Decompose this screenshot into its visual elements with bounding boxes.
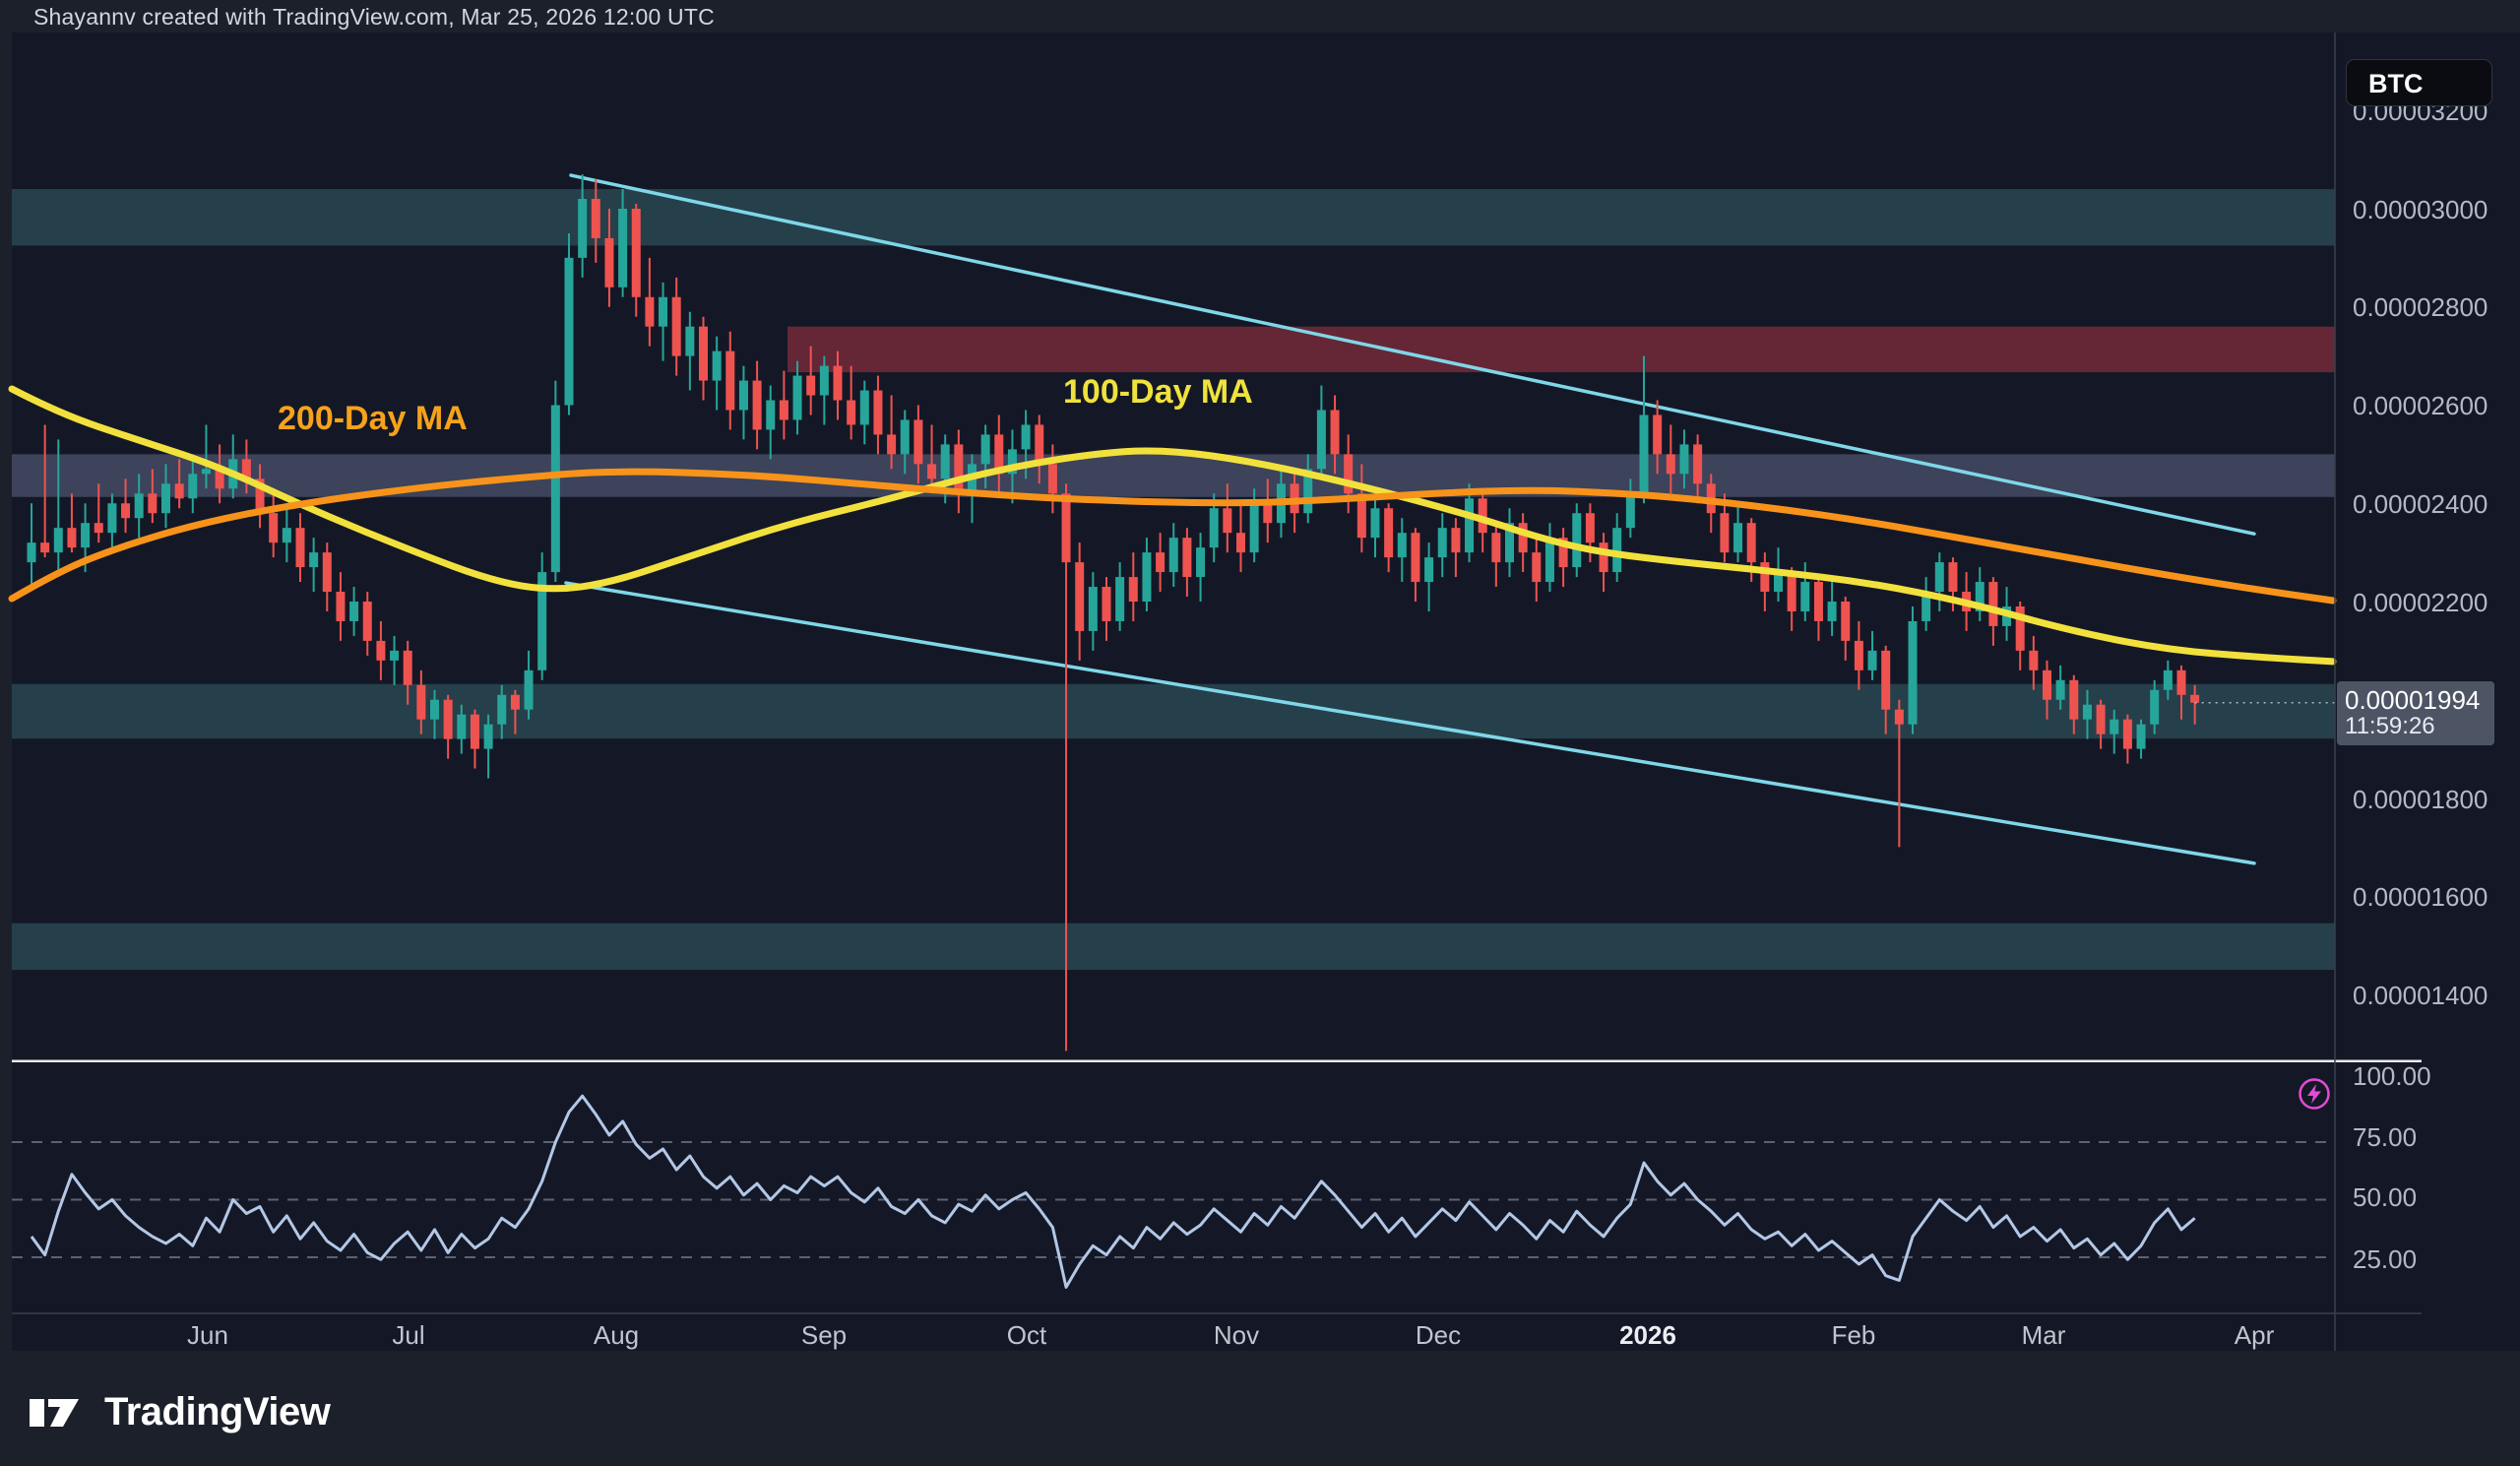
price-axis-label: 0.00002600 xyxy=(2353,391,2488,420)
time-axis-label: Sep xyxy=(800,1320,848,1350)
time-axis-label: Oct xyxy=(1006,1320,1047,1350)
rsi-indicator xyxy=(12,1094,2335,1289)
price-axis-label: 0.00001400 xyxy=(2353,981,2488,1010)
time-axis-label: Aug xyxy=(593,1320,640,1350)
resistance-zone-red xyxy=(788,326,2335,373)
price-axis-label: 0.00001600 xyxy=(2353,882,2488,912)
rsi-line xyxy=(30,1094,2196,1289)
time-axis-label: Dec xyxy=(1415,1320,1462,1350)
price-axis-label: 0.00003000 xyxy=(2353,195,2488,224)
pane-separator xyxy=(12,1059,2422,1062)
tradingview-logo-text: TradingView xyxy=(104,1390,331,1434)
channel-lower xyxy=(564,581,2256,865)
support-zone-teal xyxy=(12,683,2335,739)
channel-upper xyxy=(569,173,2256,536)
price-axis-label: 0.00002800 xyxy=(2353,292,2488,322)
rsi-axis-label: 25.00 xyxy=(2353,1244,2418,1274)
ma200-label: 200-Day MA xyxy=(278,400,468,437)
time-axis-label: Jun xyxy=(187,1320,228,1350)
tradingview-logo-icon xyxy=(30,1398,79,1427)
rsi-axis-label: 50.00 xyxy=(2353,1182,2418,1212)
time-axis-label: Mar xyxy=(2021,1320,2066,1350)
tradingview-logo[interactable]: TradingView xyxy=(30,1390,331,1434)
ma100-label: 100-Day MA xyxy=(1063,373,1253,411)
last-price-value: 0.00001994 xyxy=(2345,685,2481,715)
bar-countdown: 11:59:26 xyxy=(2345,713,2435,739)
resistance-zone-teal xyxy=(12,189,2335,246)
chart-background xyxy=(12,32,2520,1351)
lightning-icon[interactable] xyxy=(2296,1075,2333,1113)
time-axis-label: Nov xyxy=(1213,1320,1260,1350)
channel-trendlines xyxy=(564,173,2256,865)
time-axis-label: Feb xyxy=(1831,1320,1876,1350)
price-axis-label: 0.00002200 xyxy=(2353,588,2488,617)
ma200-line xyxy=(8,468,2337,605)
price-axis-label: 0.00001800 xyxy=(2353,785,2488,814)
price-axis-label: 0.00002400 xyxy=(2353,489,2488,519)
attribution-text: Shayannv created with TradingView.com, M… xyxy=(33,4,715,30)
time-axis-label: 2026 xyxy=(1619,1320,1676,1350)
pane-borders xyxy=(12,32,2422,1351)
time-axis-label: Jul xyxy=(392,1320,425,1350)
ma100-line xyxy=(8,385,2337,666)
time-axis-label: Apr xyxy=(2234,1320,2275,1350)
moving-averages xyxy=(8,385,2337,666)
symbol-badge[interactable]: BTC xyxy=(2346,59,2492,106)
last-price-badge: 0.00001994 11:59:26 xyxy=(2337,681,2494,745)
rsi-axis-label: 75.00 xyxy=(2353,1122,2418,1152)
rsi-axis-label: 100.00 xyxy=(2353,1061,2431,1091)
candlesticks xyxy=(27,174,2200,1052)
lower-zone-teal xyxy=(12,923,2335,971)
